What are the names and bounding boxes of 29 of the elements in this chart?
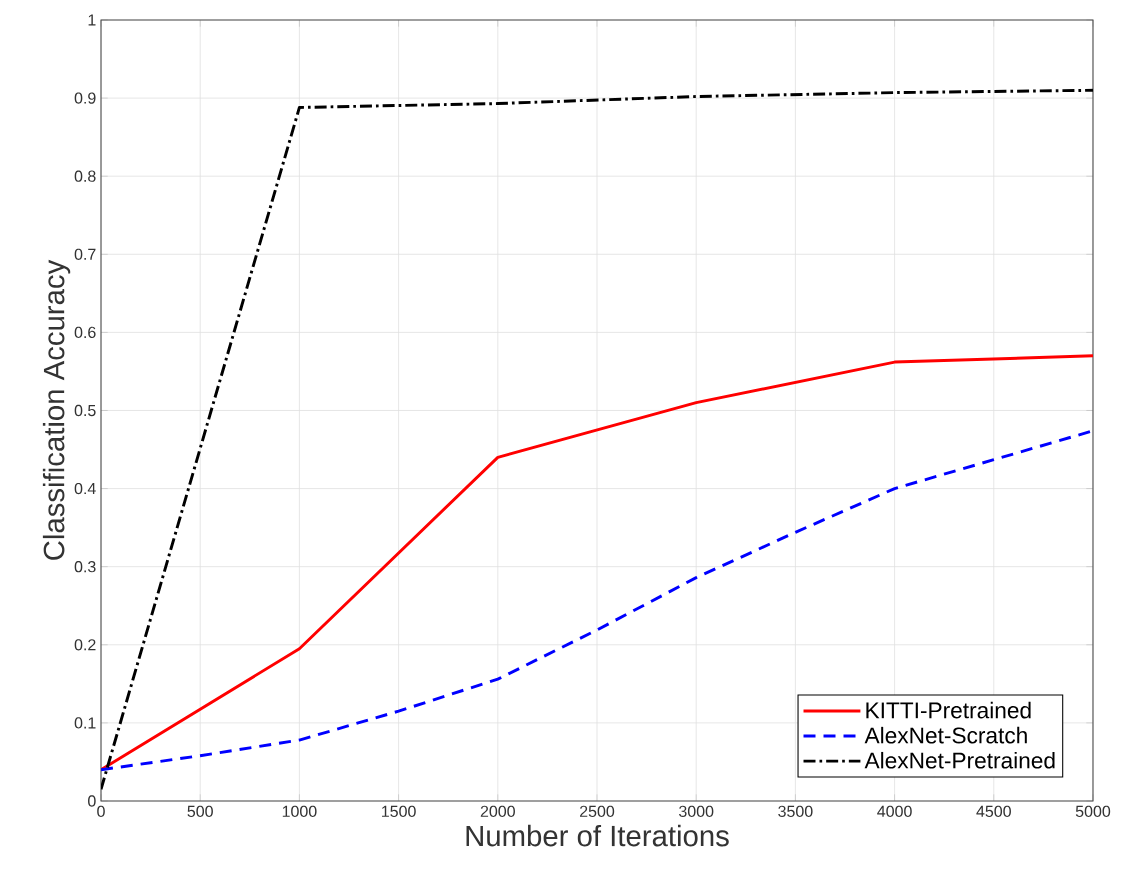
legend-label: AlexNet-Scratch — [864, 726, 1027, 744]
x-tick-label: 2000 — [480, 805, 515, 818]
y-tick-label: 0.5 — [74, 404, 96, 417]
x-tick-label: 5000 — [1075, 805, 1111, 818]
y-tick-label: 0.9 — [74, 92, 96, 104]
line-series — [101, 429, 1093, 772]
y-axis-title: Classification Accuracy — [42, 259, 71, 560]
y-tick-label: 0 — [88, 795, 96, 807]
y-tick-label: 0.4 — [74, 482, 96, 495]
x-tick-label: 1500 — [382, 805, 416, 818]
y-tick-label: 0.8 — [74, 170, 96, 182]
y-tick-label: 0.7 — [74, 248, 96, 260]
x-tick-label: 1000 — [282, 805, 317, 818]
legend-label: AlexNet-Pretrained — [864, 751, 1055, 769]
y-tick-label: 0.1 — [74, 717, 96, 729]
x-tick-label: 4000 — [877, 805, 912, 818]
x-tick-label: 3500 — [778, 805, 813, 818]
x-tick-label: 3000 — [679, 805, 714, 818]
y-tick-label: 0.6 — [74, 326, 96, 339]
x-axis-title: Number of Iterations — [466, 824, 729, 847]
x-tick-label: 2500 — [580, 805, 615, 818]
y-tick-label: 0.3 — [74, 561, 96, 573]
legend-label: KITTI-Pretrained — [866, 701, 1031, 719]
x-tick-label: 0 — [97, 805, 105, 818]
y-tick-label: 0.2 — [74, 639, 96, 651]
y-tick-label: 1 — [88, 14, 96, 26]
x-tick-label: 500 — [187, 805, 213, 818]
line-series — [101, 88, 1093, 791]
x-tick-label: 4500 — [976, 805, 1011, 818]
